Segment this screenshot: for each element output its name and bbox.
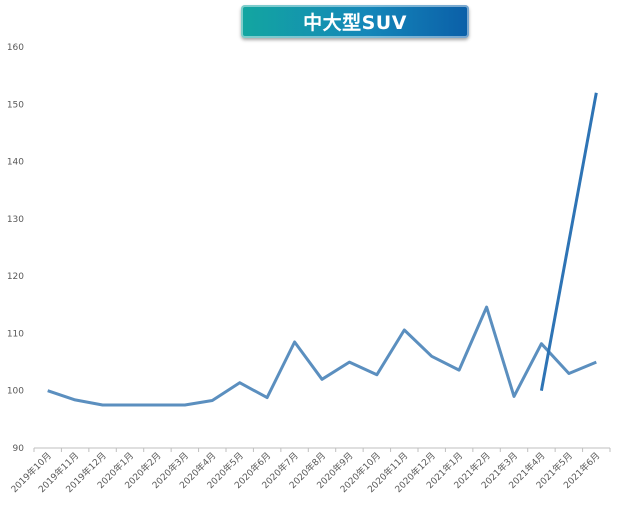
y-tick-label: 110 (7, 329, 24, 339)
series-group (47, 92, 598, 407)
y-tick-label: 100 (7, 387, 24, 397)
y-tick-label: 130 (7, 215, 24, 225)
y-tick-label: 90 (13, 444, 25, 454)
y-axis: 90 100 110 120 130 140 150 160 (7, 43, 24, 454)
y-tick-label: 160 (7, 43, 24, 53)
chart-title-banner: 中大型SUV (241, 5, 469, 38)
series-line-1 (47, 305, 597, 407)
y-tick-label: 140 (7, 158, 24, 168)
y-tick-label: 120 (7, 272, 24, 282)
chart-title: 中大型SUV (303, 12, 407, 34)
series-line-2 (539, 92, 598, 391)
x-axis: 2019年10月2019年11月2019年12月2020年1月2020年2月20… (8, 448, 611, 495)
y-tick-label: 150 (7, 100, 24, 110)
